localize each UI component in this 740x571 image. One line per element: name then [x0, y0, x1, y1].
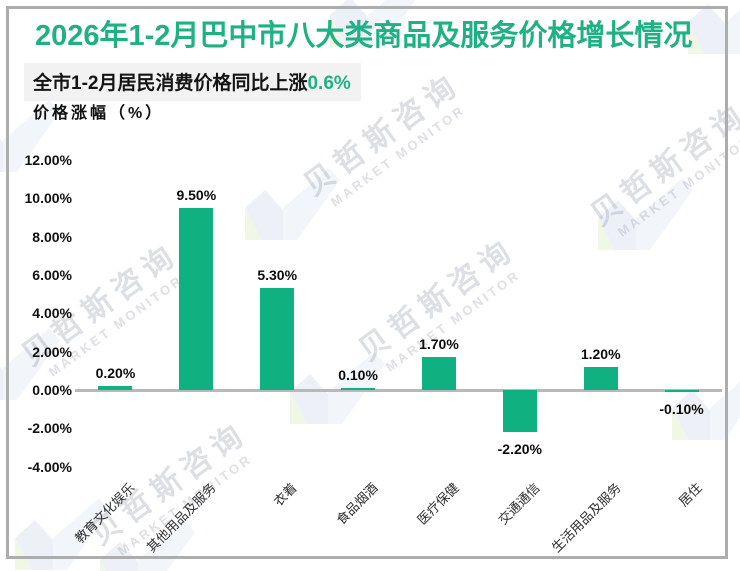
chart-subtitle: 全市1-2月居民消费价格同比上涨0.6% — [24, 63, 361, 101]
subtitle-highlight-value: 0.6% — [307, 73, 351, 94]
bar-value-label: -0.10% — [659, 401, 704, 417]
y-axis-tick-label: 0.00% — [32, 382, 72, 398]
x-axis-category-label: 医疗保健 — [414, 480, 462, 528]
watermark-en-text: MARKET MONITOR — [614, 132, 740, 240]
y-axis-tick-label: 2.00% — [32, 343, 72, 360]
x-axis-category-label: 衣着 — [270, 480, 300, 510]
watermark-cn-text: 贝哲斯咨询 — [585, 97, 740, 233]
bar-5 — [421, 357, 456, 390]
x-axis-category-label: 其他用品及服务 — [144, 480, 220, 556]
bar-value-label: 0.20% — [95, 365, 136, 382]
watermark-en-text: MARKET MONITOR — [327, 102, 469, 210]
bar-value-label: 1.20% — [580, 345, 621, 362]
y-axis-title: 价格涨幅（%） — [33, 105, 165, 122]
y-axis-tick-label: 8.00% — [32, 228, 72, 245]
y-axis-tick-label: -2.00% — [27, 420, 72, 437]
y-axis-tick-label: -4.00% — [27, 458, 72, 475]
x-axis-category-label: 交通通信 — [495, 480, 543, 528]
watermark-text: 贝哲斯咨询 MARKET MONITOR — [580, 90, 740, 246]
bar-value-label: 0.10% — [338, 367, 378, 383]
bar-3 — [260, 288, 295, 390]
bar-2 — [179, 207, 214, 390]
bar-1 — [98, 386, 133, 390]
bar-4 — [341, 388, 376, 390]
market-monitor-logo-icon — [245, 168, 340, 245]
market-monitor-logo-icon — [598, 178, 693, 255]
y-axis-tick-label: 12.00% — [24, 151, 72, 168]
bar-value-label: 1.70% — [419, 336, 459, 353]
x-axis-category-label: 食品烟酒 — [333, 480, 381, 528]
bar-value-label: 5.30% — [257, 267, 298, 284]
x-axis-category-label: 生活用品及服务 — [548, 480, 624, 556]
x-axis-line — [75, 388, 722, 392]
bar-value-label: -2.20% — [497, 441, 542, 458]
x-axis-category-label: 居住 — [675, 480, 705, 510]
chart-title: 2026年1-2月巴中市八大类商品及服务价格增长情况 — [35, 20, 693, 52]
watermark-text: 贝哲斯咨询 MARKET MONITOR — [80, 409, 264, 565]
bar-8 — [664, 390, 699, 392]
y-axis-tick-label: 4.00% — [32, 305, 72, 322]
x-axis-category-label: 教育文化娱乐 — [72, 480, 139, 546]
y-axis-tick-label: 6.00% — [32, 266, 72, 283]
bar-7 — [583, 366, 618, 390]
bar-6 — [502, 390, 537, 433]
bar-value-label: 9.50% — [176, 186, 217, 203]
y-axis-tick-label: 10.00% — [24, 190, 72, 207]
subtitle-text: 全市1-2月居民消费价格同比上涨 — [33, 73, 308, 94]
